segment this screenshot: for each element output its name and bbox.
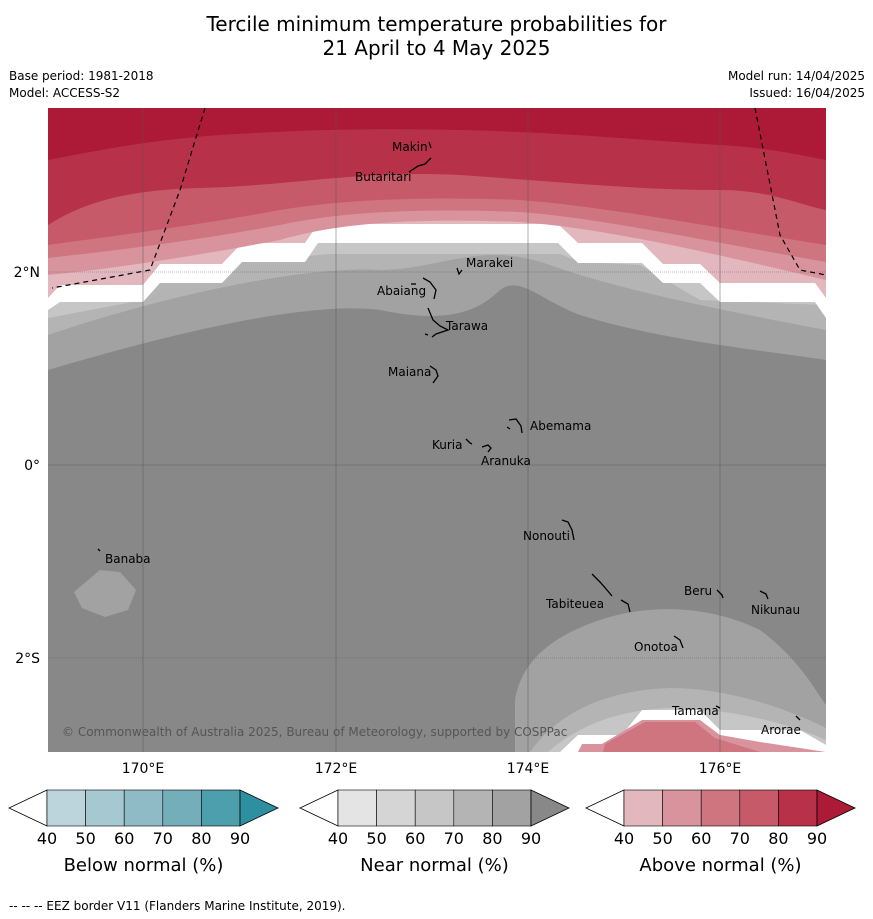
island-label-maiana: Maiana	[388, 365, 431, 379]
colorbar-max-extension	[239, 789, 279, 827]
colorbar-tick-label: 90	[230, 829, 250, 848]
lon-label-170e: 170°E	[122, 761, 165, 777]
colorbar-title: Above normal (%)	[639, 855, 801, 876]
colorbar-min-extension	[585, 789, 625, 827]
colorbar-title: Near normal (%)	[360, 855, 509, 876]
colorbar-segment	[662, 789, 702, 827]
lon-label-174e: 174°E	[507, 761, 550, 777]
island-label-marakei: Marakei	[466, 256, 513, 270]
map-title: Tercile minimum temperature probabilitie…	[0, 12, 873, 60]
model-run-date: Model run: 14/04/2025	[727, 69, 865, 83]
island-label-nonouti: Nonouti	[523, 529, 570, 543]
colorbar-legends: 40 50 60 70 80 90 Below normal (%) 40 50 60 70 80 90…	[8, 789, 856, 876]
colorbar-tick-label: 50	[652, 829, 672, 848]
island-label-onotoa: Onotoa	[634, 640, 678, 654]
probability-field: Makin Butaritari Marakei Abaiang Tarawa …	[48, 108, 826, 752]
colorbar-tick-label: 60	[114, 829, 134, 848]
colorbar-segment	[162, 789, 202, 827]
colorbar-tick-label: 70	[153, 829, 173, 848]
colorbar-tick-label: 90	[521, 829, 541, 848]
model-name: Model: ACCESS-S2	[9, 86, 121, 100]
island-label-kuria: Kuria	[432, 438, 463, 452]
copyright-notice: © Commonwealth of Australia 2025, Bureau…	[62, 725, 567, 739]
colorbar-segment	[85, 789, 125, 827]
run-info: Model run: 14/04/2025 Issued: 16/04/2025	[728, 68, 865, 102]
colorbar-min-extension	[299, 789, 339, 827]
colorbar-tick-label: 80	[482, 829, 502, 848]
island-label-abaiang: Abaiang	[377, 284, 426, 298]
colorbar-tick-label: 70	[444, 829, 464, 848]
lon-label-176e: 176°E	[699, 761, 742, 777]
colorbar-min-extension	[8, 789, 48, 827]
lat-label-0: 0°	[24, 458, 40, 474]
island-label-makin: Makin	[392, 140, 428, 154]
issued-date: Issued: 16/04/2025	[749, 86, 865, 100]
colorbar-tick-label: 80	[768, 829, 788, 848]
island-label-tamana: Tamana	[671, 704, 719, 718]
colorbar-tick-label: 60	[405, 829, 425, 848]
island-label-nikunau: Nikunau	[751, 603, 800, 617]
below-normal-colorbar: 40 50 60 70 80 90 Below normal (%)	[8, 789, 279, 876]
eez-footnote: -- -- -- EEZ border V11 (Flanders Marine…	[9, 899, 346, 913]
island-label-abemama: Abemama	[530, 419, 591, 433]
title-line-1: Tercile minimum temperature probabilitie…	[206, 12, 667, 36]
colorbar-segment	[778, 789, 818, 827]
near-normal-colorbar: 40 50 60 70 80 90 Near normal (%)	[299, 789, 570, 876]
colorbar-tick-label: 50	[366, 829, 386, 848]
island-label-beru: Beru	[684, 584, 712, 598]
colorbar-segment	[337, 789, 377, 827]
lat-label-2n: 2°N	[14, 265, 40, 281]
colorbar-tick-label: 40	[37, 829, 57, 848]
colorbar-max-extension	[530, 789, 570, 827]
island-label-aranuka: Aranuka	[481, 454, 531, 468]
island-label-butaritari: Butaritari	[355, 170, 412, 184]
above-normal-colorbar: 40 50 60 70 80 90 Above normal (%)	[585, 789, 856, 876]
colorbar-segment	[453, 789, 493, 827]
colorbar-segment	[492, 789, 532, 827]
colorbar-tick-label: 40	[328, 829, 348, 848]
colorbar-tick-label: 50	[75, 829, 95, 848]
colorbar-tick-label: 80	[191, 829, 211, 848]
base-info: Base period: 1981-2018 Model: ACCESS-S2	[9, 68, 154, 102]
colorbar-title: Below normal (%)	[64, 855, 224, 876]
colorbar-segment	[123, 789, 164, 827]
island-label-arorae: Arorae	[761, 723, 801, 737]
colorbar-max-extension	[816, 789, 856, 827]
colorbar-segment	[739, 789, 779, 827]
lon-label-172e: 172°E	[315, 761, 358, 777]
colorbar-tick-label: 40	[614, 829, 634, 848]
island-label-tabiteuea: Tabiteuea	[545, 597, 604, 611]
base-period: Base period: 1981-2018	[9, 69, 154, 83]
island-label-tarawa: Tarawa	[445, 319, 488, 333]
colorbar-segment	[46, 789, 86, 827]
colorbar-segment	[700, 789, 741, 827]
colorbar-tick-label: 70	[730, 829, 750, 848]
colorbar-segment	[414, 789, 455, 827]
colorbar-tick-label: 90	[807, 829, 827, 848]
lat-label-2s: 2°S	[15, 651, 40, 667]
title-line-2: 21 April to 4 May 2025	[322, 36, 551, 60]
colorbar-segment	[376, 789, 416, 827]
colorbar-segment	[623, 789, 663, 827]
island-label-banaba: Banaba	[105, 552, 151, 566]
colorbar-segment	[201, 789, 241, 827]
colorbar-tick-label: 60	[691, 829, 711, 848]
